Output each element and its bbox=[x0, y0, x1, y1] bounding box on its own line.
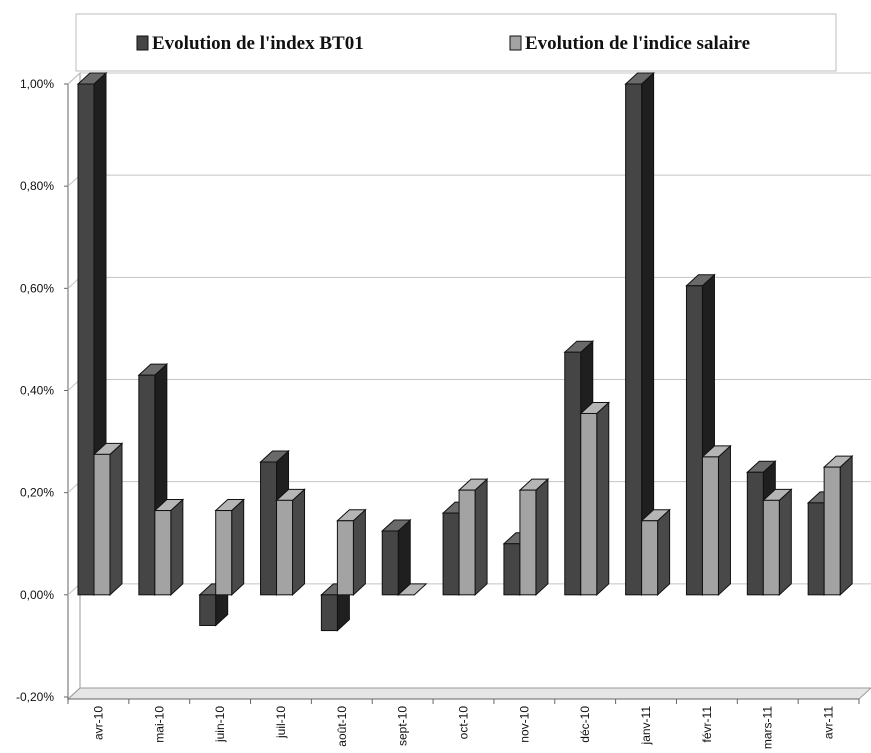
y-tick-label: 1,00% bbox=[20, 77, 54, 91]
x-tick-label: août-10 bbox=[335, 706, 349, 747]
x-tick-label: avr-10 bbox=[91, 706, 105, 740]
legend-item-salaire: Evolution de l'indice salaire bbox=[509, 33, 750, 54]
bar-salaire bbox=[153, 498, 185, 596]
y-axis-ticks: -0,20% 0,00% 0,20% 0,40% 0,60% 0,80% 1,00% bbox=[16, 77, 68, 704]
bar-salaire bbox=[640, 508, 671, 596]
bars bbox=[76, 71, 854, 632]
y-tick-label: 0,20% bbox=[20, 486, 54, 500]
legend-item-bt01: Evolution de l'index BT01 bbox=[136, 33, 364, 54]
legend-swatch-bt01 bbox=[136, 35, 149, 51]
legend-label-bt01: Evolution de l'index BT01 bbox=[152, 33, 364, 54]
bar-bt01 bbox=[624, 71, 655, 596]
bar-bt01 bbox=[380, 518, 412, 596]
bar-salaire bbox=[822, 454, 854, 596]
back-wall bbox=[80, 73, 871, 688]
bar-salaire bbox=[92, 442, 124, 596]
x-tick-label: avr-11 bbox=[822, 706, 836, 739]
y-tick-label: -0,20% bbox=[16, 690, 54, 704]
legend-box bbox=[75, 13, 837, 72]
bar-salaire bbox=[336, 508, 367, 596]
x-tick-label: déc-10 bbox=[578, 706, 592, 743]
bar-salaire bbox=[457, 477, 489, 596]
floor bbox=[66, 687, 871, 700]
y-tick-label: 0,00% bbox=[20, 588, 54, 602]
x-axis-ticks: avr-10 mai-10 juin-10 juil-10 août-10 sept-10… bbox=[67, 699, 860, 749]
x-tick-label: oct-10 bbox=[457, 706, 471, 740]
bar-salaire bbox=[518, 477, 550, 596]
bar-salaire bbox=[579, 401, 611, 596]
x-tick-label: mars-11 bbox=[761, 706, 775, 749]
x-tick-label: juin-10 bbox=[213, 706, 227, 743]
bar-bt01 bbox=[320, 582, 351, 632]
x-tick-label: juil-10 bbox=[274, 706, 288, 739]
legend-label-salaire: Evolution de l'indice salaire bbox=[525, 33, 750, 54]
x-tick-label: nov-10 bbox=[517, 706, 531, 743]
gridline-side bbox=[67, 72, 81, 85]
bar-salaire bbox=[762, 488, 793, 596]
x-tick-label: janv-11 bbox=[639, 706, 653, 746]
legend: Evolution de l'index BT01 Evolution de l… bbox=[75, 13, 837, 72]
y-tick-label: 0,60% bbox=[20, 281, 54, 295]
y-tick-label: 0,80% bbox=[20, 179, 54, 193]
x-tick-label: sept-10 bbox=[396, 706, 410, 746]
x-tick-label: févr-11 bbox=[700, 706, 714, 743]
bar-salaire bbox=[214, 498, 245, 596]
y-tick-label: 0,40% bbox=[20, 384, 54, 398]
bar-salaire bbox=[275, 488, 306, 596]
bar-salaire bbox=[396, 583, 428, 596]
x-tick-label: mai-10 bbox=[152, 706, 166, 743]
legend-swatch-salaire bbox=[509, 35, 522, 51]
bar-salaire bbox=[701, 444, 732, 596]
plot-area: -0,20% 0,00% 0,20% 0,40% 0,60% 0,80% 1,00% avr… bbox=[16, 71, 871, 749]
